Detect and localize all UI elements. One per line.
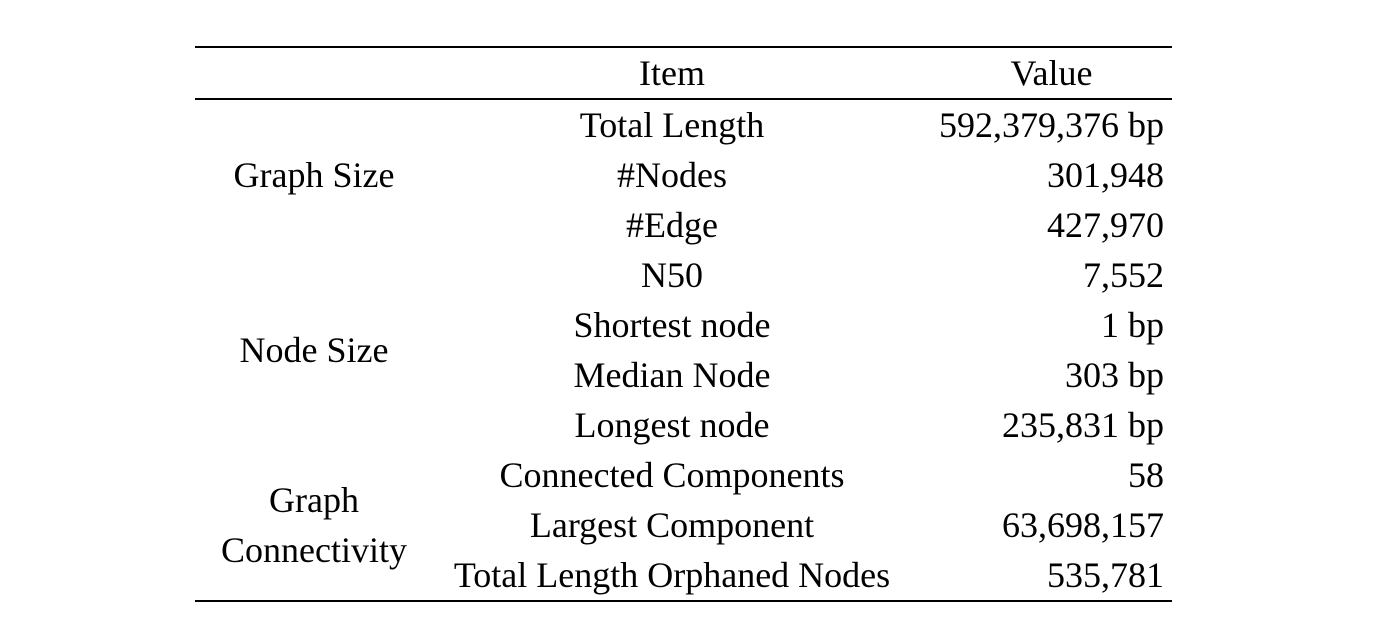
table-header: Item Value — [195, 47, 1172, 99]
table-row: #Edge 427,970 — [195, 200, 1172, 250]
graph-statistics-table-container: Item Value Graph Size Total Length 592,3… — [195, 46, 1172, 602]
category-label: Graph Connectivity — [221, 480, 407, 570]
value-cell: 63,698,157 — [1002, 505, 1164, 545]
category-label: Node Size — [239, 330, 389, 370]
header-item: Item — [639, 53, 705, 93]
table-row: Shortest node 1 bp — [195, 300, 1172, 350]
item-cell: Total Length Orphaned Nodes — [453, 555, 891, 595]
table-row: Graph Connectivity Connected Components … — [195, 450, 1172, 570]
header-row: Item Value — [195, 47, 1172, 99]
item-cell: Total Length — [579, 105, 765, 145]
header-category — [195, 47, 433, 99]
item-cell: Shortest node — [573, 305, 771, 345]
table-body: Graph Size Total Length 592,379,376 bp #… — [195, 99, 1172, 601]
table-row: Total Length Orphaned Nodes 535,781 — [195, 550, 1172, 601]
value-cell: 592,379,376 bp — [939, 105, 1164, 145]
item-cell: #Edge — [626, 205, 718, 245]
item-cell: Connected Components — [499, 455, 845, 495]
value-cell: 303 bp — [1065, 355, 1164, 395]
table-row: #Nodes 301,948 — [195, 150, 1172, 200]
value-cell: 427,970 — [1047, 205, 1164, 245]
value-cell: 535,781 — [1047, 555, 1164, 595]
table-row: Median Node 303 bp — [195, 350, 1172, 400]
item-cell: #Nodes — [617, 155, 727, 195]
item-cell: Largest Component — [529, 505, 815, 545]
item-cell: N50 — [641, 255, 703, 295]
value-cell: 7,552 — [1083, 255, 1164, 295]
category-cell-node-size: Node Size — [195, 250, 433, 450]
category-cell-graph-size: Graph Size — [195, 99, 433, 250]
value-cell: 58 — [1128, 455, 1164, 495]
graph-statistics-table: Item Value Graph Size Total Length 592,3… — [195, 46, 1172, 602]
table-row: Node Size N50 7,552 — [195, 250, 1172, 370]
table-row: Graph Size Total Length 592,379,376 bp — [195, 99, 1172, 195]
value-cell: 301,948 — [1047, 155, 1164, 195]
table-row: Largest Component 63,698,157 — [195, 500, 1172, 550]
value-cell: 1 bp — [1101, 305, 1164, 345]
value-cell: 235,831 bp — [1002, 405, 1164, 445]
header-value: Value — [1010, 53, 1093, 93]
table-row: Longest node 235,831 bp — [195, 400, 1172, 450]
item-cell: Longest node — [574, 405, 770, 445]
category-cell-graph-connectivity: Graph Connectivity — [195, 450, 433, 601]
category-label: Graph Size — [233, 155, 395, 195]
item-cell: Median Node — [573, 355, 771, 395]
